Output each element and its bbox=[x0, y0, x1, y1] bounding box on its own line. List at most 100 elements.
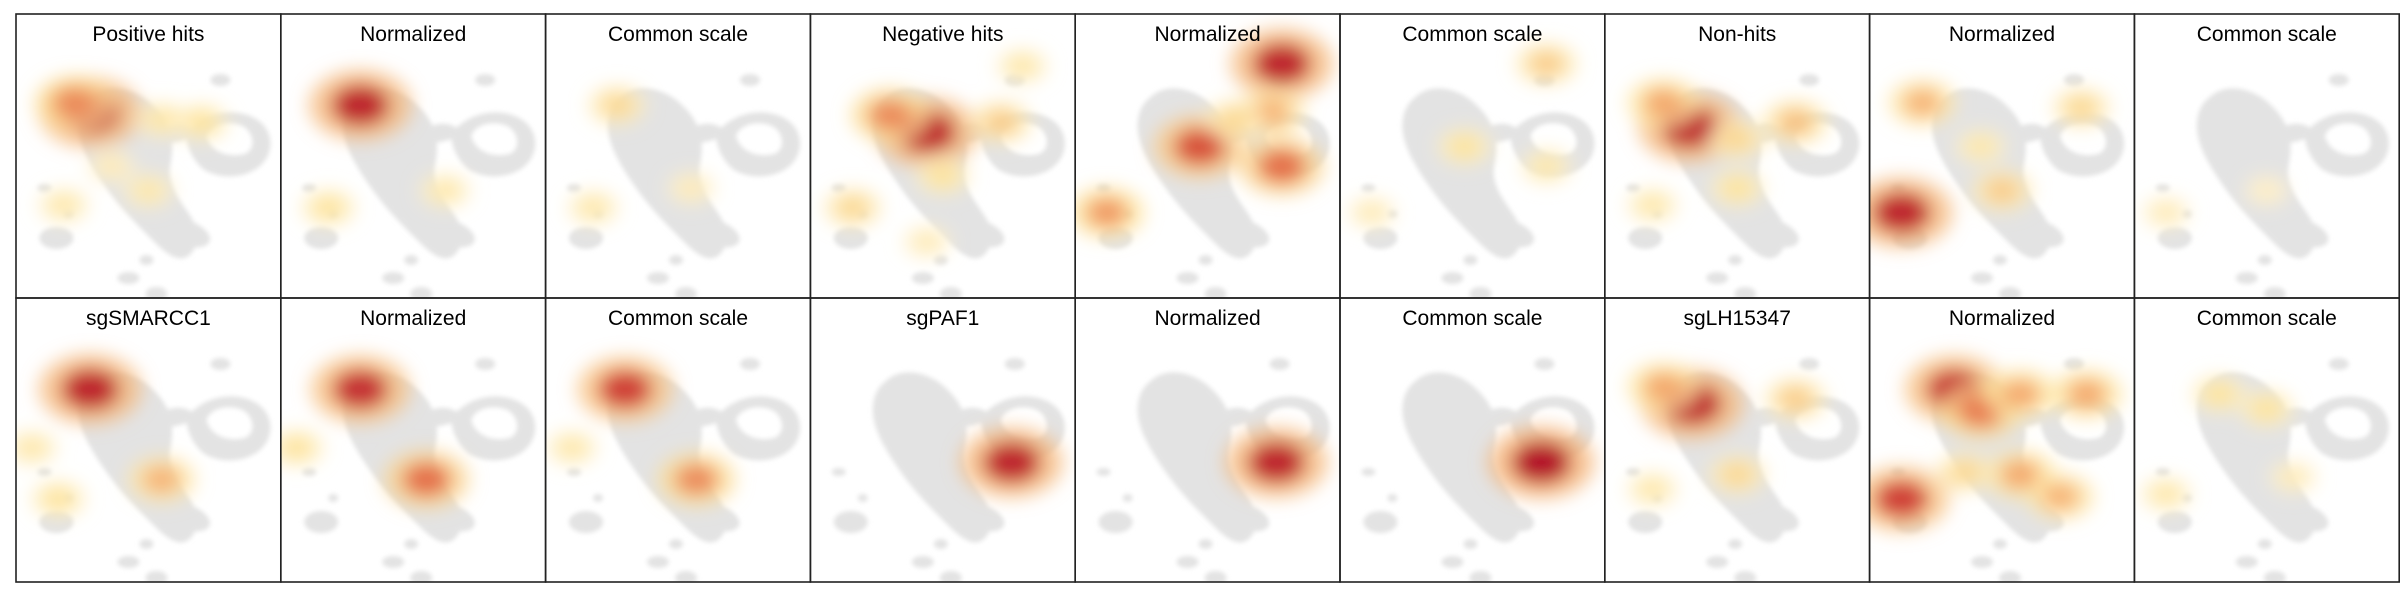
panel: Common scale bbox=[544, 297, 812, 583]
density-blob bbox=[2000, 460, 2041, 489]
panel-frame bbox=[2133, 297, 2400, 583]
panel: Normalized bbox=[279, 297, 547, 583]
panel: Normalized bbox=[1868, 13, 2136, 299]
density-blob bbox=[836, 196, 869, 220]
panel-title: sgLH15347 bbox=[1683, 307, 1790, 330]
density-layer bbox=[280, 355, 470, 509]
density-layer bbox=[1224, 427, 1328, 498]
density-blob bbox=[1358, 203, 1386, 223]
density-layer bbox=[823, 48, 1049, 259]
density-blob bbox=[49, 195, 78, 216]
density-blob bbox=[983, 442, 1041, 483]
panel: Common scale bbox=[544, 13, 812, 299]
density-blob bbox=[332, 369, 388, 409]
panel: Normalized bbox=[1074, 297, 1341, 583]
density-blob bbox=[677, 178, 705, 198]
density-layer bbox=[567, 85, 716, 226]
density-blob bbox=[97, 156, 125, 176]
panel: Normalized bbox=[1868, 297, 2136, 583]
panel-title: Normalized bbox=[360, 23, 466, 46]
panel-title: Normalized bbox=[1154, 23, 1260, 46]
density-blob bbox=[2151, 483, 2181, 505]
panel: Negative hits bbox=[809, 13, 1077, 299]
density-blob bbox=[2066, 379, 2107, 409]
density-layer bbox=[1347, 42, 1578, 230]
density-blob bbox=[557, 437, 587, 458]
density-layer bbox=[300, 70, 471, 227]
density-blob bbox=[1721, 463, 1754, 487]
density-layer bbox=[1869, 355, 2123, 532]
density-blob bbox=[1721, 177, 1753, 200]
panel-title: sgSMARCC1 bbox=[86, 307, 211, 330]
density-blob bbox=[1778, 386, 1813, 412]
panel-title: Non-hits bbox=[1698, 23, 1776, 46]
density-layer bbox=[1075, 28, 1334, 239]
panel: Positive hits bbox=[15, 13, 282, 299]
panel-title: Normalized bbox=[1154, 307, 1260, 330]
panel: Common scale bbox=[1339, 13, 1606, 299]
density-layer bbox=[546, 356, 737, 507]
panel: sgPAF1 bbox=[809, 297, 1077, 583]
density-layer bbox=[1626, 78, 1829, 223]
panel-title: Positive hits bbox=[92, 23, 204, 46]
density-blob bbox=[1247, 442, 1305, 483]
panel-title: Common scale bbox=[2197, 307, 2337, 330]
panel: Normalized bbox=[279, 13, 547, 299]
density-blob bbox=[2279, 467, 2307, 487]
embedding-background bbox=[1361, 74, 1595, 298]
density-layer bbox=[16, 354, 197, 518]
density-blob bbox=[868, 99, 912, 131]
density-blob bbox=[186, 111, 217, 134]
panel-title: Normalized bbox=[1949, 23, 2055, 46]
density-blob bbox=[1086, 197, 1128, 228]
density-blob bbox=[1966, 136, 1996, 157]
density-blob bbox=[598, 370, 652, 409]
panel-title: Negative hits bbox=[882, 23, 1003, 46]
density-blob bbox=[1643, 372, 1684, 402]
density-blob bbox=[927, 165, 959, 187]
panel-title: Normalized bbox=[360, 307, 466, 330]
density-layer bbox=[1488, 426, 1595, 499]
density-blob bbox=[281, 436, 312, 459]
density-blob bbox=[1643, 88, 1684, 118]
density-blob bbox=[1638, 479, 1667, 500]
density-blob bbox=[1007, 55, 1037, 77]
density-blob bbox=[1777, 109, 1814, 136]
panel-title: Common scale bbox=[2197, 23, 2337, 46]
panel-title: Common scale bbox=[1402, 23, 1542, 46]
density-layer bbox=[1869, 79, 2111, 248]
density-blob bbox=[17, 437, 47, 458]
density-blob bbox=[2041, 483, 2080, 511]
panel: Common scale bbox=[1339, 297, 1606, 583]
panel: Non-hits bbox=[1604, 13, 1871, 299]
density-blob bbox=[1948, 460, 1982, 484]
density-blob bbox=[1253, 43, 1311, 85]
panel: Normalized bbox=[1074, 13, 1341, 299]
density-blob bbox=[142, 465, 181, 494]
density-layer bbox=[1626, 362, 1827, 507]
density-blob bbox=[1872, 192, 1930, 233]
density-blob bbox=[402, 462, 451, 497]
density-blob bbox=[146, 109, 177, 131]
panel-title: sgPAF1 bbox=[906, 307, 979, 330]
density-layer bbox=[2140, 375, 2318, 512]
density-blob bbox=[913, 232, 941, 252]
panel-title: Common scale bbox=[608, 307, 748, 330]
density-blob bbox=[313, 196, 344, 219]
density-layer bbox=[2142, 175, 2290, 230]
panel: Common scale bbox=[2133, 13, 2400, 299]
density-blob bbox=[2152, 203, 2180, 223]
density-blob bbox=[2203, 383, 2235, 405]
density-blob bbox=[2254, 181, 2280, 200]
density-layer bbox=[960, 427, 1064, 498]
density-blob bbox=[2065, 96, 2098, 120]
density-blob bbox=[430, 180, 460, 201]
density-blob bbox=[1449, 135, 1480, 158]
panel-title: Normalized bbox=[1949, 307, 2055, 330]
density-blob bbox=[1984, 178, 2020, 203]
density-blob bbox=[1174, 128, 1226, 166]
density-blob bbox=[52, 87, 97, 119]
density-blob bbox=[600, 93, 634, 117]
panel-title: Common scale bbox=[608, 23, 748, 46]
